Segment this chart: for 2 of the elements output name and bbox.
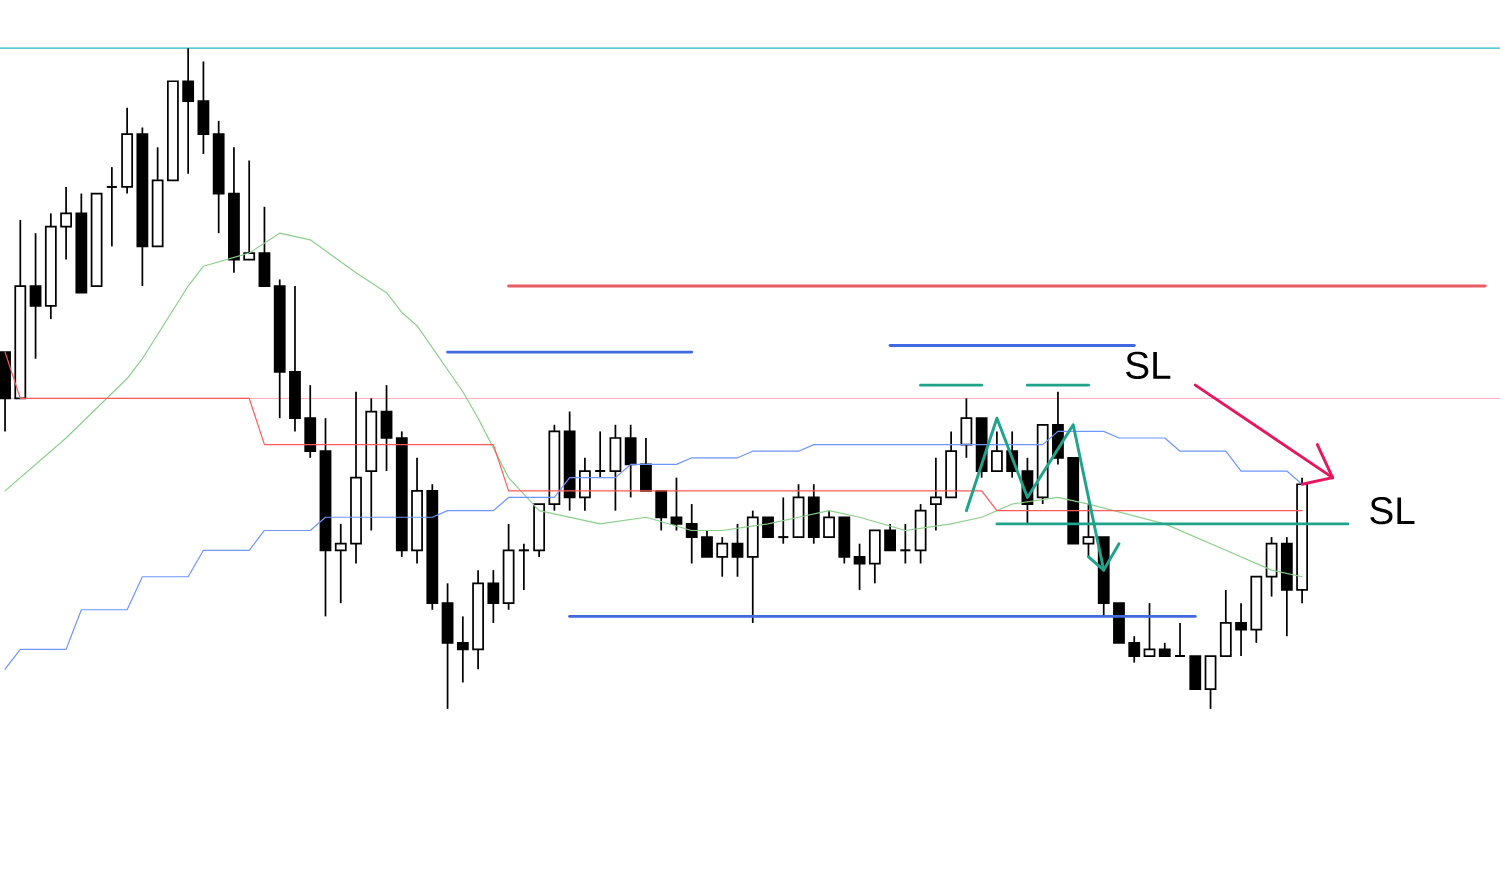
annotation: SL (1126, 351, 1171, 380)
annotation: SL (1370, 496, 1415, 525)
